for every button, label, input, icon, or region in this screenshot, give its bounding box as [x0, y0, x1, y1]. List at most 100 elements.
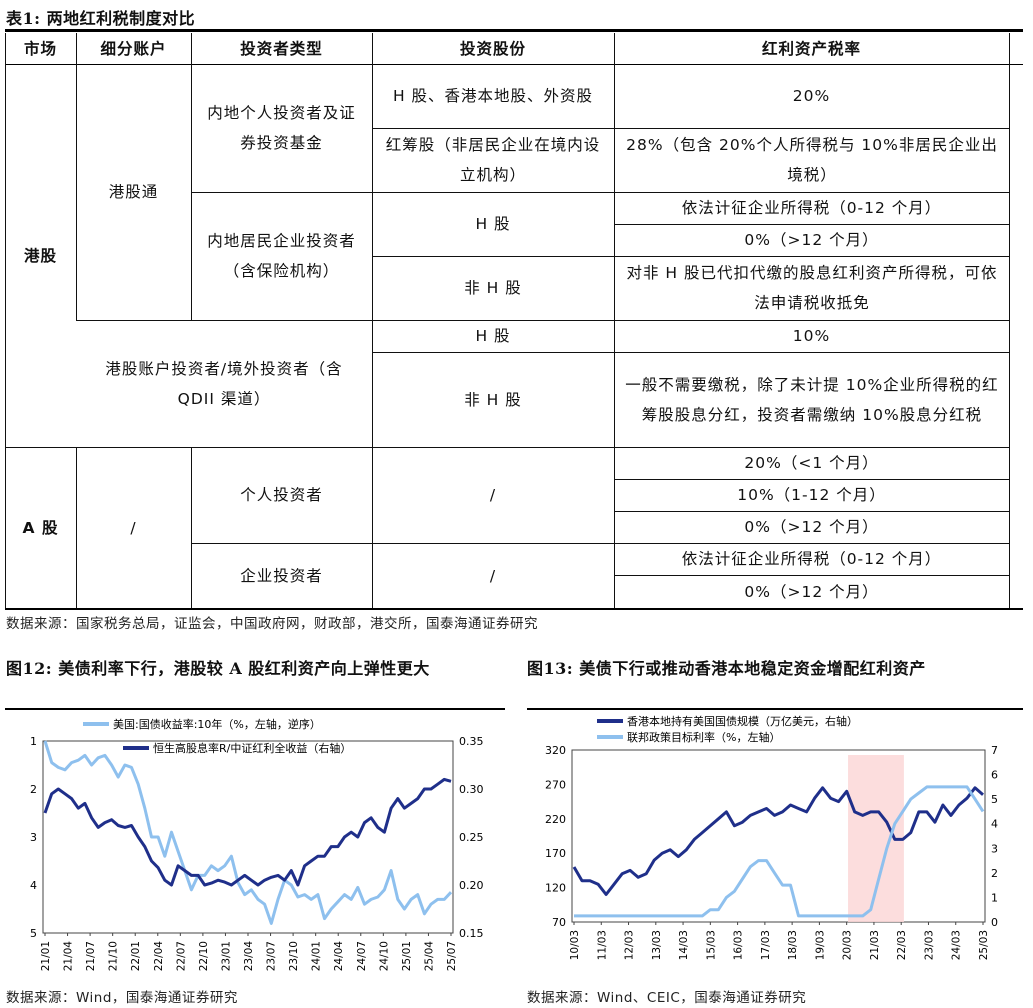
grid-hline — [191, 192, 1009, 193]
grid-hline — [5, 447, 1009, 448]
fig12-chart: 1 2 3 4 5 0.35 0.30 0.25 0.20 0.15 21/01 21/04 21/07… — [30, 717, 484, 972]
x-tick-label: 24/04 — [333, 941, 345, 972]
legend-label-2: 联邦政策目标利率（%，左轴） — [627, 730, 780, 744]
x-tick-label: 21/10 — [108, 941, 120, 971]
y-right-tick-label: 3 — [991, 842, 998, 855]
x-tick-label: 21/03 — [869, 930, 881, 960]
y-right-tick-label: 0.20 — [459, 879, 484, 892]
grid-vline — [614, 33, 615, 609]
y-left-tick-label: 4 — [30, 879, 37, 892]
header-share-type: 投资股份 — [459, 39, 526, 58]
rate-non-h-hk: 一般不需要缴税，除了未计提 10%企业所得税的红筹股股息分红，投资者需缴纳 10… — [625, 375, 999, 424]
plot-frame — [571, 749, 986, 923]
rate-a-gt12: 0%（>12 个月） — [744, 518, 879, 536]
grid-hline — [614, 479, 1009, 480]
share-non-h-sc: 非 H 股 — [464, 279, 522, 297]
account-a-share: / — [130, 518, 137, 537]
table-title: 表1: 两地红利税制度对比 — [6, 9, 196, 28]
header-account: 细分账户 — [100, 39, 167, 58]
x-tick-label: 10/03 — [569, 930, 581, 960]
investor-a-individual: 个人投资者 — [240, 486, 323, 504]
header-market: 市场 — [23, 39, 57, 58]
x-tick-label: 22/07 — [175, 941, 187, 971]
legend-label-1: 美国:国债收益率:10年（%，左轴，逆序） — [113, 717, 321, 731]
x-tick-label: 21/07 — [85, 941, 97, 971]
y-right-tick-label: 4 — [991, 818, 998, 831]
rate-10: 10% — [792, 327, 831, 345]
x-tick-label: 13/03 — [651, 930, 663, 960]
x-tick-label: 15/03 — [705, 930, 717, 960]
grid-vline — [76, 447, 77, 609]
y-right-tick-label: 1 — [991, 891, 998, 904]
x-tick-label: 21/04 — [63, 941, 75, 972]
y-right-tick-label: 7 — [991, 744, 998, 757]
series-line-2 — [43, 777, 452, 887]
fig13-chart: 320 270 220 170 120 70 7 6 5 4 3 2 1 0 10/03 11/03 12/03… — [545, 714, 998, 960]
grid-vline — [372, 33, 373, 609]
plot-frame — [42, 740, 454, 934]
table-source: 数据来源：国家税务总局，证监会，中国政府网，财政部，港交所，国泰海通证券研究 — [6, 616, 538, 632]
x-tick-label: 19/03 — [814, 930, 826, 960]
grid-hline — [614, 511, 1009, 512]
grid-vline — [76, 33, 77, 320]
y-left-tick-label: 220 — [545, 813, 566, 826]
rate-a-lt1: 20%（<1 个月） — [744, 454, 879, 472]
table-bottom-rule — [5, 608, 1023, 610]
grid-vline — [191, 33, 192, 64]
y-right-tick-label: 0.25 — [459, 831, 484, 844]
x-tick-label: 12/03 — [624, 930, 636, 960]
grid-hline — [372, 352, 1009, 353]
header-investor-type: 投资者类型 — [240, 39, 323, 58]
grid-vline — [191, 447, 192, 609]
y-right-tick-label: 0 — [991, 916, 998, 929]
share-h-local-foreign: H 股、香港本地股、外资股 — [392, 87, 594, 105]
investor-resident-corp: 内地居民企业投资者（含保险机构） — [207, 232, 356, 280]
share-a-individual: / — [489, 486, 497, 504]
x-tick-label: 24/03 — [951, 930, 963, 960]
x-tick-label: 14/03 — [678, 930, 690, 960]
fig13-source: 数据来源：Wind、CEIC，国泰海通证券研究 — [527, 990, 807, 1006]
fig13-title: 图13: 美债下行或推动香港本地稳定资金增配红利资产 — [527, 659, 926, 678]
share-non-h-hk: 非 H 股 — [464, 390, 522, 409]
account-hk-overseas: 港股账户投资者/境外投资者（含 QDII 渠道） — [105, 359, 343, 408]
x-tick-label: 24/10 — [378, 941, 390, 971]
grid-hline — [614, 575, 1009, 576]
series-line-1 — [572, 786, 984, 896]
x-tick-label: 21/01 — [40, 941, 52, 971]
y-left-tick-label: 1 — [30, 735, 37, 748]
investor-a-corp: 企业投资者 — [240, 566, 323, 585]
share-h-sc: H 股 — [475, 215, 511, 233]
market-hk: 港股 — [23, 246, 57, 265]
series-line-1 — [43, 740, 453, 925]
series-line-2 — [574, 785, 985, 918]
x-tick-label: 23/07 — [266, 941, 278, 971]
grid-hline — [614, 224, 1009, 225]
grid-hline — [191, 543, 1009, 544]
y-left-tick-label: 3 — [30, 831, 37, 844]
x-tick-label: 25/07 — [446, 941, 458, 971]
x-tick-label: 22/01 — [130, 941, 142, 971]
rate-corp-0-12: 依法计征企业所得税（0-12 个月） — [681, 199, 942, 217]
rate-28: 28%（包含 20%个人所得税与 10%非居民企业出境税） — [626, 136, 998, 184]
y-right-tick-label: 0.35 — [459, 735, 484, 748]
y-right-tick-label: 0.30 — [459, 783, 484, 796]
fig12-rule — [5, 708, 505, 710]
y-left-tick-label: 320 — [545, 744, 566, 757]
x-tick-label: 23/01 — [220, 941, 232, 971]
x-tick-label: 24/07 — [356, 941, 368, 971]
fig12-source: 数据来源：Wind，国泰海通证券研究 — [6, 990, 238, 1006]
y-right-tick-label: 6 — [991, 769, 998, 782]
rate-0-gt12: 0%（>12 个月） — [744, 231, 879, 249]
x-tick-label: 22/04 — [153, 941, 165, 972]
rate-a-1-12: 10%（1-12 个月） — [737, 486, 886, 504]
x-tick-label: 11/03 — [596, 930, 608, 960]
table-top-rule — [5, 29, 1023, 32]
market-a: A 股 — [22, 518, 59, 537]
share-h-hk: H 股 — [475, 327, 511, 345]
y-left-tick-label: 170 — [545, 847, 566, 860]
y-right-tick-label: 0.15 — [459, 927, 484, 940]
x-tick-label: 22/03 — [896, 930, 908, 960]
y-left-tick-label: 5 — [30, 927, 37, 940]
grid-hline — [372, 256, 1009, 257]
x-tick-label: 20/03 — [842, 930, 854, 960]
